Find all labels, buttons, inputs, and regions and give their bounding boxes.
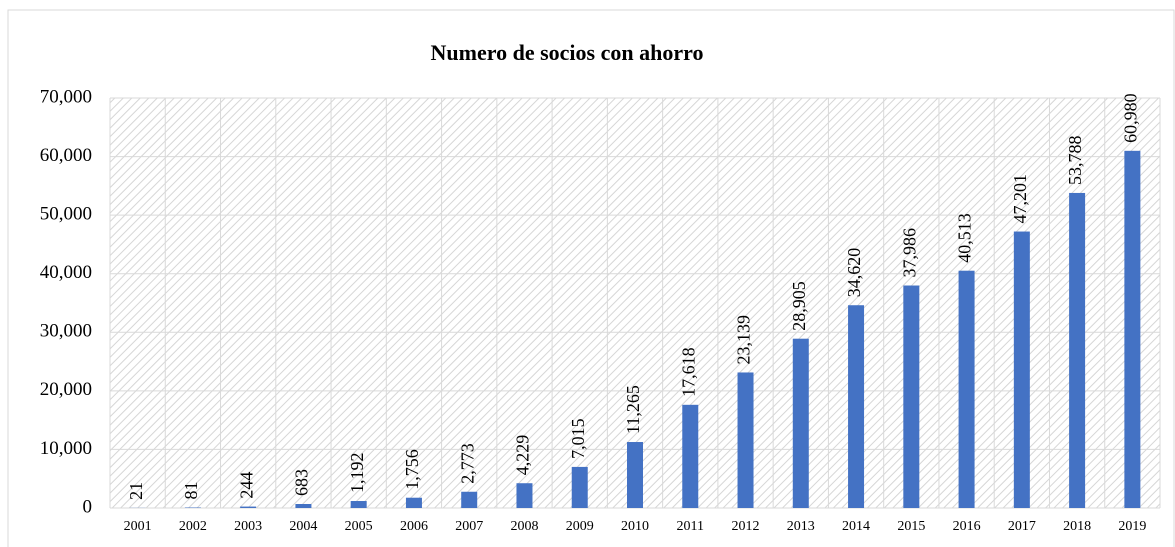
x-tick-label: 2006 — [400, 519, 428, 534]
x-tick-label: 2009 — [566, 519, 594, 534]
x-tick-label: 2018 — [1063, 519, 1091, 534]
data-label: 60,980 — [1120, 93, 1140, 143]
bar — [848, 305, 865, 508]
bar — [571, 466, 588, 508]
x-tick-label: 2008 — [510, 519, 538, 534]
data-label: 1,192 — [347, 453, 367, 494]
y-tick-label: 20,000 — [40, 379, 92, 400]
data-label: 17,618 — [678, 347, 698, 397]
x-tick-label: 2005 — [345, 519, 373, 534]
data-label: 53,788 — [1065, 135, 1085, 185]
x-tick-label: 2010 — [621, 519, 649, 534]
x-tick-label: 2013 — [787, 519, 815, 534]
x-tick-label: 2003 — [234, 519, 262, 534]
bar — [903, 285, 920, 508]
plot-background — [110, 98, 1160, 508]
y-tick-label: 50,000 — [40, 204, 92, 225]
data-label: 4,229 — [513, 435, 533, 476]
data-label: 683 — [292, 469, 312, 496]
chart-title: Numero de socios con ahorro — [431, 40, 704, 65]
bar — [1124, 150, 1141, 508]
data-label: 34,620 — [844, 248, 864, 298]
bar — [516, 483, 533, 508]
x-tick-label: 2001 — [124, 519, 152, 534]
data-label: 81 — [181, 482, 201, 500]
data-label: 47,201 — [1010, 174, 1030, 223]
x-tick-label: 2014 — [842, 519, 870, 534]
data-label: 37,986 — [899, 228, 919, 278]
x-tick-label: 2015 — [897, 519, 925, 534]
y-tick-label: 70,000 — [40, 86, 92, 107]
data-label: 28,905 — [789, 281, 809, 331]
data-label: 2,773 — [457, 443, 477, 484]
data-label: 1,756 — [402, 449, 422, 490]
bar — [1013, 231, 1030, 509]
data-label: 7,015 — [568, 418, 588, 459]
data-label: 244 — [236, 472, 256, 499]
y-tick-label: 30,000 — [40, 321, 92, 342]
x-tick-label: 2012 — [732, 519, 760, 534]
x-tick-label: 2019 — [1118, 519, 1146, 534]
bar — [737, 372, 754, 508]
data-label: 21 — [126, 482, 146, 500]
data-label: 40,513 — [955, 213, 975, 263]
bar — [682, 404, 699, 508]
bar — [958, 270, 975, 508]
y-tick-label: 60,000 — [40, 145, 92, 166]
bar — [461, 491, 478, 508]
x-tick-label: 2007 — [455, 519, 483, 534]
x-tick-label: 2017 — [1008, 519, 1036, 534]
y-tick-label: 10,000 — [40, 438, 92, 459]
y-tick-label: 40,000 — [40, 262, 92, 283]
bar — [627, 442, 643, 508]
bar — [350, 501, 367, 508]
bar — [405, 497, 422, 508]
bar — [792, 338, 809, 508]
x-tick-label: 2004 — [289, 519, 317, 534]
x-tick-label: 2002 — [179, 519, 207, 534]
bar — [240, 506, 257, 508]
bar — [1069, 192, 1086, 508]
data-label: 11,265 — [623, 385, 643, 434]
y-tick-label: 0 — [83, 496, 93, 517]
data-label: 23,139 — [734, 315, 754, 365]
x-tick-label: 2011 — [677, 519, 704, 534]
bar — [295, 503, 312, 508]
x-tick-label: 2016 — [953, 519, 981, 534]
